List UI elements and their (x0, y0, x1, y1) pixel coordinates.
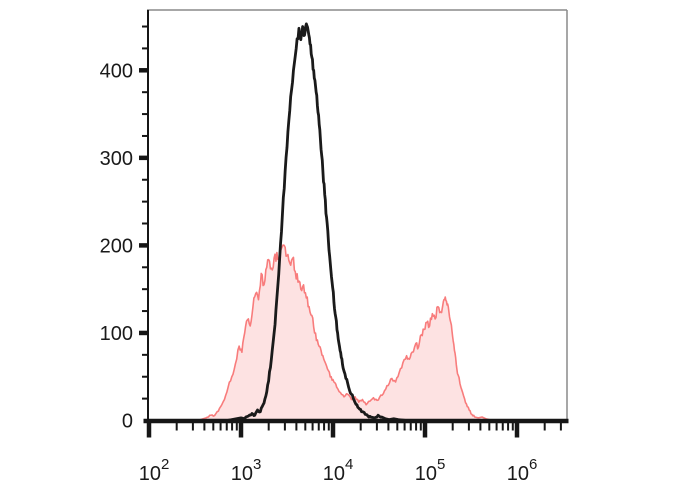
axes (143, 10, 569, 424)
y-tick-label: 0 (122, 411, 133, 433)
x-axis-tick-labels: 102 103 104 105 106 (139, 456, 538, 485)
x-tick-label: 106 (507, 456, 538, 485)
y-tick-label: 300 (100, 148, 133, 170)
red-filled-histogram-fill (149, 245, 563, 421)
plot-frame (147, 9, 568, 422)
series-layer (149, 22, 563, 421)
x-axis-ticks (146, 421, 562, 438)
x-tick-label: 104 (323, 456, 354, 485)
y-tick-label: 100 (100, 323, 133, 345)
series-black-open-histogram (149, 22, 563, 421)
x-tick-label: 102 (139, 456, 170, 485)
red-filled-histogram-line (149, 244, 563, 421)
y-tick-label: 200 (100, 235, 133, 257)
series-red-filled-histogram (149, 244, 563, 421)
y-tick-label: 400 (100, 60, 133, 82)
y-axis-ticks (139, 25, 149, 400)
y-axis-tick-labels: 0 100 200 300 400 (100, 60, 133, 432)
x-tick-label: 103 (231, 456, 262, 485)
black-open-histogram-line (149, 22, 563, 421)
x-tick-label: 105 (415, 456, 446, 485)
